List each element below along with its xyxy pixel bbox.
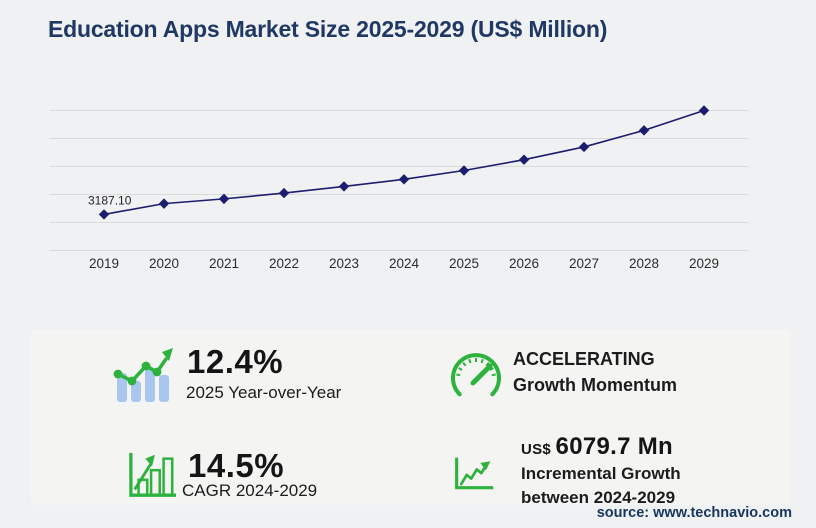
gauge-icon bbox=[447, 352, 505, 402]
svg-text:2025: 2025 bbox=[449, 256, 479, 271]
source-text: source: www.technavio.com bbox=[596, 505, 792, 521]
yoy-label: 2025 Year-over-Year bbox=[186, 383, 342, 402]
svg-text:2023: 2023 bbox=[329, 256, 359, 271]
svg-text:2022: 2022 bbox=[269, 256, 299, 271]
cagr-label: CAGR 2024-2029 bbox=[182, 481, 318, 500]
yoy-value: 12.4% bbox=[187, 343, 284, 380]
svg-text:2028: 2028 bbox=[629, 256, 659, 271]
svg-text:2024: 2024 bbox=[389, 256, 420, 271]
incremental-value: 6079.7 Mn bbox=[555, 433, 673, 460]
momentum-line1: ACCELERATING bbox=[513, 349, 655, 369]
stats-panel: 12.4% 2025 Year-over-Year bbox=[31, 330, 791, 507]
svg-text:2029: 2029 bbox=[689, 256, 719, 271]
svg-text:3187.10: 3187.10 bbox=[88, 193, 132, 207]
incremental-line2: between 2024-2029 bbox=[521, 487, 676, 507]
svg-text:2020: 2020 bbox=[149, 256, 179, 271]
growth-bars-icon bbox=[112, 346, 178, 404]
market-size-line-chart: 2019 2020 2021 2022 2023 2024 2025 2026 2027 2028… bbox=[50, 105, 748, 271]
svg-text:2019: 2019 bbox=[89, 256, 119, 271]
page-title: Education Apps Market Size 2025-2029 (US… bbox=[48, 16, 608, 42]
line-growth-icon bbox=[453, 455, 495, 493]
cagr-value: 14.5% bbox=[188, 447, 285, 484]
svg-text:2027: 2027 bbox=[569, 256, 599, 271]
svg-text:2021: 2021 bbox=[209, 256, 239, 271]
incremental-currency: US$ bbox=[521, 441, 552, 458]
momentum-line2: Growth Momentum bbox=[513, 375, 677, 395]
incremental-line1: Incremental Growth bbox=[521, 464, 681, 483]
svg-text:2026: 2026 bbox=[509, 256, 539, 271]
cagr-chart-icon bbox=[123, 450, 183, 500]
